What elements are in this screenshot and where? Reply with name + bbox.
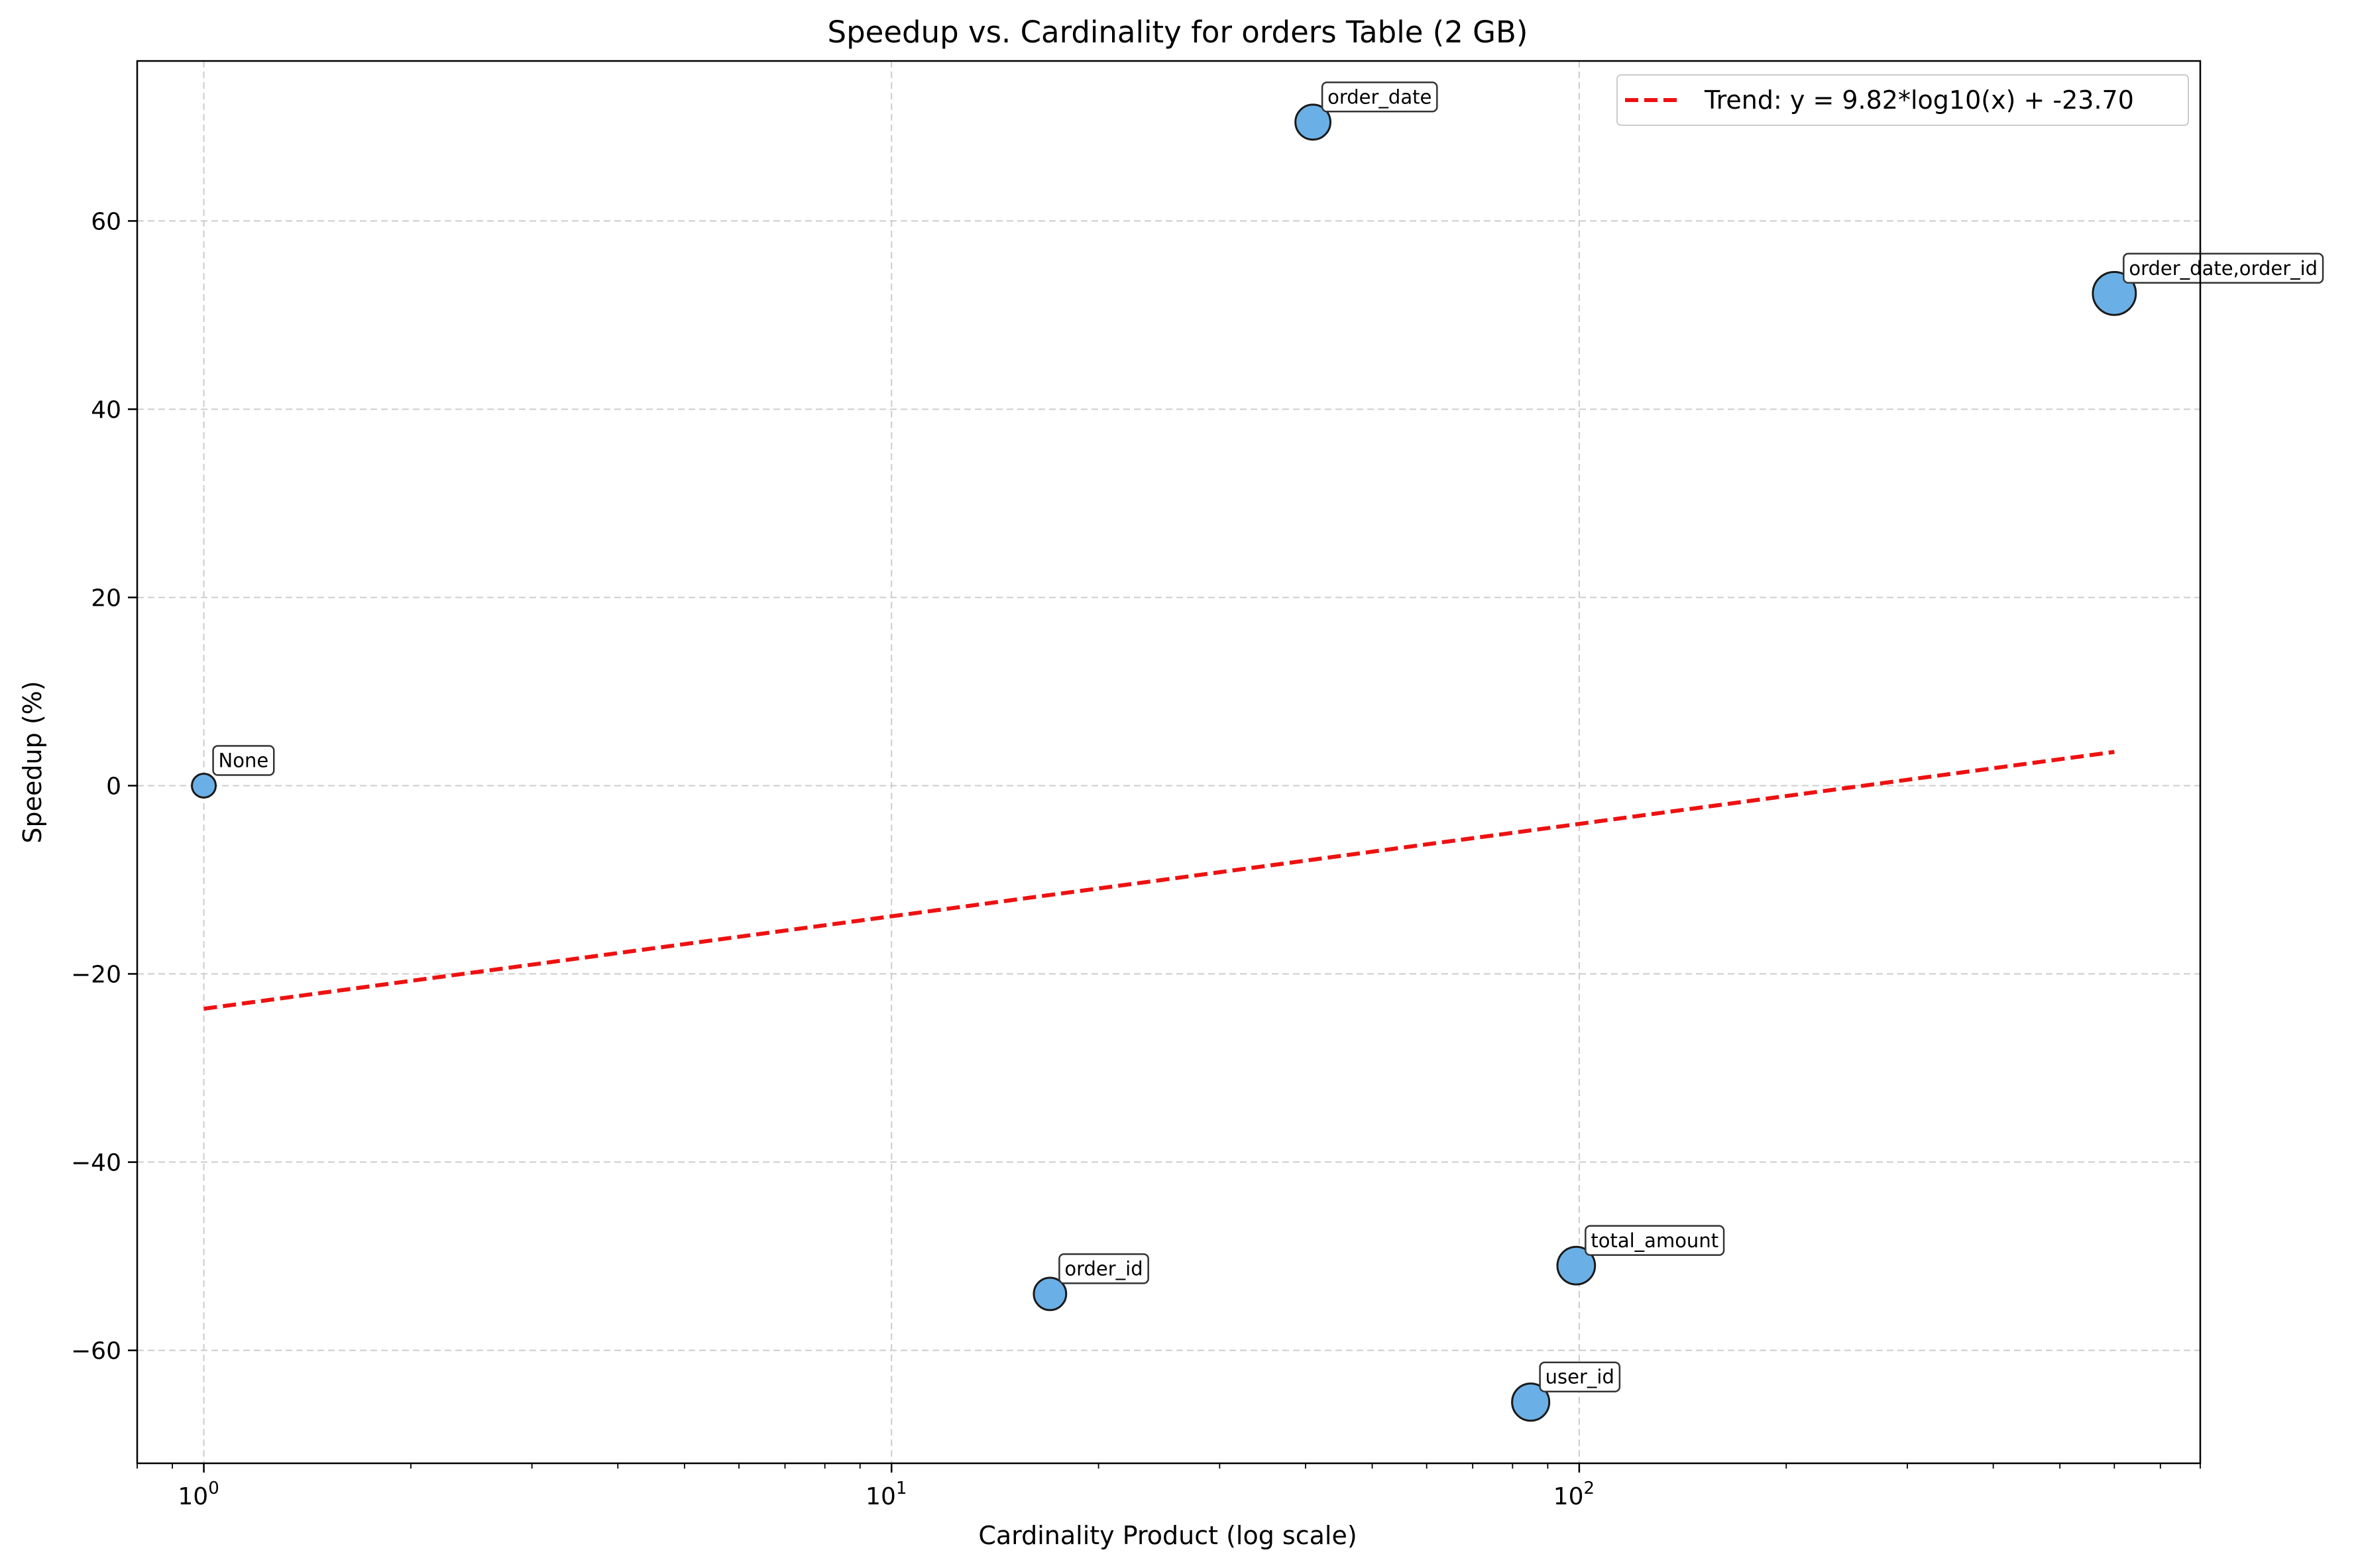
point-label: None [212, 745, 275, 776]
y-tick-label: 20 [91, 585, 121, 612]
point-label-box [1539, 1361, 1621, 1392]
point-label-box [1058, 1253, 1149, 1284]
x-tick-label: 100 [178, 1479, 219, 1510]
data-point [1033, 1276, 1068, 1312]
y-tick-label: −40 [71, 1150, 121, 1177]
point-label-text: order_id [1064, 1257, 1143, 1280]
x-tick-label: 102 [1553, 1479, 1595, 1510]
data-point [2092, 270, 2137, 316]
point-label: user_id [1539, 1361, 1621, 1392]
point-label-text: order_date [1327, 85, 1431, 108]
point-label-text: total_amount [1591, 1229, 1718, 1252]
point-label-text: order_date,order_id [2129, 257, 2318, 280]
legend: Trend: y = 9.82*log10(x) + -23.70 [1616, 74, 2189, 126]
point-label: total_amount [1585, 1225, 1725, 1257]
point-label: order_id [1058, 1253, 1149, 1284]
grid [137, 61, 2200, 1463]
x-tick-label: 101 [866, 1479, 907, 1510]
x-axis-label: Cardinality Product (log scale) [978, 1521, 1357, 1550]
y-tick-label: 40 [91, 396, 121, 423]
plot-frame [136, 60, 2202, 1465]
point-label-box [1585, 1225, 1725, 1257]
point-label-box [1321, 82, 1438, 113]
legend-box [1616, 74, 2189, 126]
legend-trend-label: Trend: y = 9.82*log10(x) + -23.70 [1704, 85, 2134, 115]
point-labels: None order_id order_date user_id total_amoun… [212, 82, 2324, 1392]
y-tick-label: −60 [71, 1338, 121, 1365]
chart-title: Speedup vs. Cardinality for orders Table… [828, 15, 1528, 50]
point-label-box [2123, 252, 2324, 284]
points-layer [191, 103, 2137, 1422]
point-label-text: None [219, 750, 269, 772]
data-point [191, 773, 217, 799]
point-label: order_date [1321, 82, 1438, 113]
y-tick-label: 0 [106, 773, 121, 801]
trend-layer [203, 750, 2115, 1011]
point-label-box [212, 745, 275, 776]
axis-ticks: 100 101 102 60 40 20 0 −20 −40 −60 [71, 208, 2201, 1510]
data-point [1511, 1382, 1551, 1422]
data-point [1556, 1245, 1597, 1286]
y-tick-label: 60 [91, 208, 121, 235]
point-label-text: user_id [1545, 1366, 1614, 1388]
trend-line [203, 750, 2115, 1011]
y-tick-label: −20 [71, 962, 121, 989]
point-label: order_date,order_id [2123, 252, 2324, 284]
data-point [1294, 103, 1331, 141]
y-axis-label: Speedup (%) [18, 681, 47, 843]
